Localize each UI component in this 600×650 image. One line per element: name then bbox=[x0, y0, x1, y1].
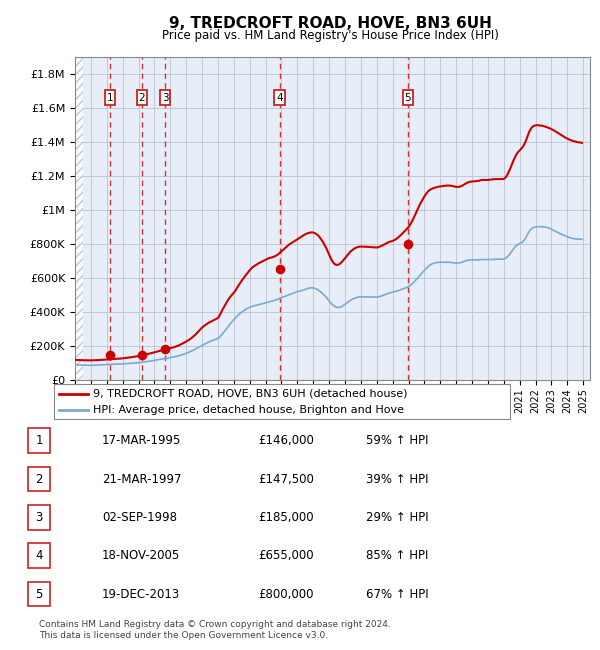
Text: 17-MAR-1995: 17-MAR-1995 bbox=[102, 434, 181, 447]
Text: 3: 3 bbox=[161, 92, 169, 103]
Text: 29% ↑ HPI: 29% ↑ HPI bbox=[366, 511, 428, 524]
Point bbox=[105, 350, 115, 361]
Point bbox=[403, 239, 413, 250]
Point bbox=[137, 350, 147, 360]
Text: 9, TREDCROFT ROAD, HOVE, BN3 6UH (detached house): 9, TREDCROFT ROAD, HOVE, BN3 6UH (detach… bbox=[93, 389, 407, 398]
Text: 21-MAR-1997: 21-MAR-1997 bbox=[102, 473, 182, 486]
Text: £147,500: £147,500 bbox=[258, 473, 314, 486]
Text: 02-SEP-1998: 02-SEP-1998 bbox=[102, 511, 177, 524]
Text: 4: 4 bbox=[276, 92, 283, 103]
Text: 2: 2 bbox=[35, 473, 43, 486]
Text: Contains HM Land Registry data © Crown copyright and database right 2024.
This d: Contains HM Land Registry data © Crown c… bbox=[39, 620, 391, 640]
Text: 59% ↑ HPI: 59% ↑ HPI bbox=[366, 434, 428, 447]
Text: 1: 1 bbox=[107, 92, 113, 103]
FancyBboxPatch shape bbox=[54, 384, 510, 419]
Text: 85% ↑ HPI: 85% ↑ HPI bbox=[366, 549, 428, 562]
Text: Price paid vs. HM Land Registry's House Price Index (HPI): Price paid vs. HM Land Registry's House … bbox=[161, 29, 499, 42]
Text: £800,000: £800,000 bbox=[258, 588, 314, 601]
Text: 5: 5 bbox=[404, 92, 411, 103]
Text: 19-DEC-2013: 19-DEC-2013 bbox=[102, 588, 180, 601]
Bar bbox=[75, 57, 83, 380]
Text: 3: 3 bbox=[35, 511, 43, 524]
Text: 2: 2 bbox=[139, 92, 145, 103]
Text: 5: 5 bbox=[35, 588, 43, 601]
Text: £655,000: £655,000 bbox=[258, 549, 314, 562]
Text: £146,000: £146,000 bbox=[258, 434, 314, 447]
Text: 1: 1 bbox=[35, 434, 43, 447]
Text: £185,000: £185,000 bbox=[258, 511, 314, 524]
Point bbox=[275, 264, 284, 274]
Text: 9, TREDCROFT ROAD, HOVE, BN3 6UH: 9, TREDCROFT ROAD, HOVE, BN3 6UH bbox=[169, 16, 491, 31]
Point bbox=[160, 344, 170, 354]
Text: HPI: Average price, detached house, Brighton and Hove: HPI: Average price, detached house, Brig… bbox=[93, 406, 404, 415]
Text: 18-NOV-2005: 18-NOV-2005 bbox=[102, 549, 180, 562]
Text: 4: 4 bbox=[35, 549, 43, 562]
Text: 67% ↑ HPI: 67% ↑ HPI bbox=[366, 588, 428, 601]
Text: 39% ↑ HPI: 39% ↑ HPI bbox=[366, 473, 428, 486]
